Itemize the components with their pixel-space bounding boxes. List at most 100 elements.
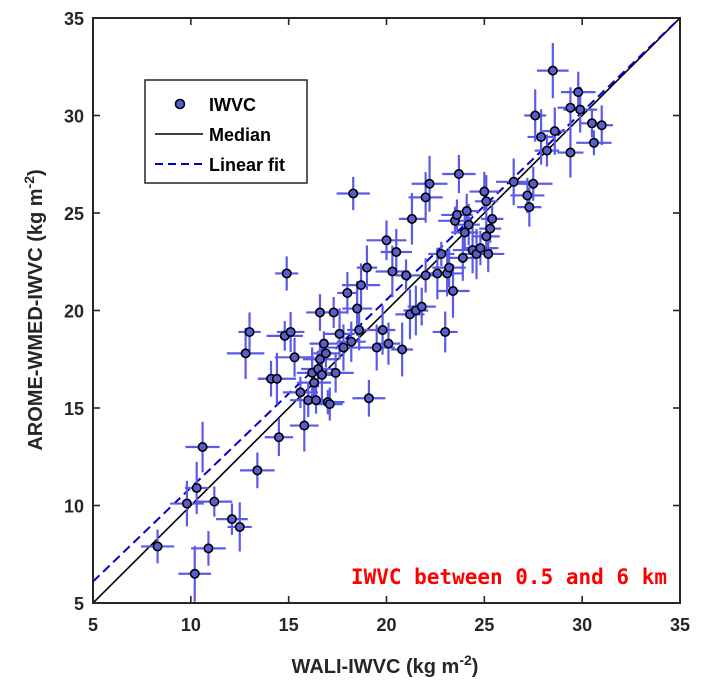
data-point xyxy=(565,147,576,158)
data-point xyxy=(451,209,462,220)
data-point xyxy=(457,252,468,263)
data-point xyxy=(281,268,292,279)
legend-item-median: Median xyxy=(155,125,271,145)
data-point xyxy=(481,231,492,242)
legend-label-iwvc: IWVC xyxy=(209,95,256,115)
data-point xyxy=(181,498,192,509)
data-point xyxy=(387,266,398,277)
data-point xyxy=(318,338,329,349)
data-point xyxy=(352,303,363,314)
data-point xyxy=(565,102,576,113)
data-point xyxy=(485,223,496,234)
data-point xyxy=(420,192,431,203)
data-point xyxy=(285,326,296,337)
data-point xyxy=(424,178,435,189)
data-point xyxy=(244,326,255,337)
data-point xyxy=(397,344,408,355)
data-point xyxy=(461,206,472,217)
x-tick-label: 25 xyxy=(474,615,494,635)
y-tick-label: 5 xyxy=(74,594,84,614)
data-point xyxy=(328,307,339,318)
y-axis-label: AROME-WMED-IWVC (kg m-2) xyxy=(21,169,47,450)
data-point xyxy=(588,137,599,148)
data-point xyxy=(152,541,163,552)
x-axis-ticks: 5 10 15 20 25 30 35 xyxy=(88,18,690,635)
data-point xyxy=(346,336,357,347)
data-points xyxy=(152,65,607,579)
data-point xyxy=(234,521,245,532)
data-point xyxy=(575,104,586,115)
data-point xyxy=(289,352,300,363)
data-point xyxy=(444,262,455,273)
y-tick-label: 35 xyxy=(64,9,84,29)
data-point xyxy=(530,110,541,121)
data-point xyxy=(377,324,388,335)
data-point xyxy=(240,348,251,359)
data-point xyxy=(436,248,447,259)
x-tick-label: 35 xyxy=(670,615,690,635)
legend-marker-iwvc xyxy=(174,98,186,110)
data-point xyxy=(432,268,443,279)
x-axis-label: WALI-IWVC (kg m-2) xyxy=(292,652,479,678)
x-tick-label: 30 xyxy=(572,615,592,635)
data-point xyxy=(334,328,345,339)
data-point xyxy=(479,186,490,197)
data-point xyxy=(524,202,535,213)
data-point xyxy=(320,348,331,359)
data-point xyxy=(481,196,492,207)
data-point xyxy=(209,496,220,507)
data-point xyxy=(508,176,519,187)
data-point xyxy=(483,248,494,259)
data-point xyxy=(463,219,474,230)
data-point xyxy=(356,280,367,291)
data-point xyxy=(541,145,552,156)
data-point xyxy=(547,65,558,76)
legend-label-linear-fit: Linear fit xyxy=(209,155,285,175)
data-point xyxy=(314,307,325,318)
data-point xyxy=(348,188,359,199)
legend-item-iwvc: IWVC xyxy=(174,95,256,115)
data-point xyxy=(330,367,341,378)
data-point xyxy=(252,465,263,476)
x-tick-label: 10 xyxy=(181,615,201,635)
data-point xyxy=(203,543,214,554)
data-point xyxy=(536,131,547,142)
y-tick-label: 20 xyxy=(64,302,84,322)
data-point xyxy=(191,482,202,493)
data-point xyxy=(363,393,374,404)
data-point xyxy=(528,178,539,189)
data-point xyxy=(324,399,335,410)
y-tick-label: 30 xyxy=(64,107,84,127)
data-point xyxy=(459,227,470,238)
y-tick-label: 15 xyxy=(64,399,84,419)
data-point xyxy=(573,87,584,98)
data-point xyxy=(316,369,327,380)
data-point xyxy=(522,190,533,201)
data-point xyxy=(342,287,353,298)
data-point xyxy=(273,432,284,443)
data-point xyxy=(295,387,306,398)
y-axis-ticks: 5 10 15 20 25 30 35 xyxy=(64,9,680,614)
data-point xyxy=(197,441,208,452)
data-point xyxy=(406,213,417,224)
data-point xyxy=(448,285,459,296)
data-point xyxy=(383,338,394,349)
data-point xyxy=(189,568,200,579)
x-tick-label: 15 xyxy=(279,615,299,635)
data-point xyxy=(226,514,237,525)
data-point xyxy=(586,118,597,129)
x-tick-label: 20 xyxy=(376,615,396,635)
data-point xyxy=(416,301,427,312)
data-point xyxy=(314,354,325,365)
legend-label-median: Median xyxy=(209,125,271,145)
y-tick-label: 25 xyxy=(64,204,84,224)
data-point xyxy=(338,342,349,353)
data-point xyxy=(361,262,372,273)
data-point xyxy=(596,120,607,131)
data-point xyxy=(381,235,392,246)
data-point xyxy=(371,342,382,353)
data-point xyxy=(475,243,486,254)
data-point xyxy=(440,326,451,337)
legend-item-linear-fit: Linear fit xyxy=(155,155,285,175)
